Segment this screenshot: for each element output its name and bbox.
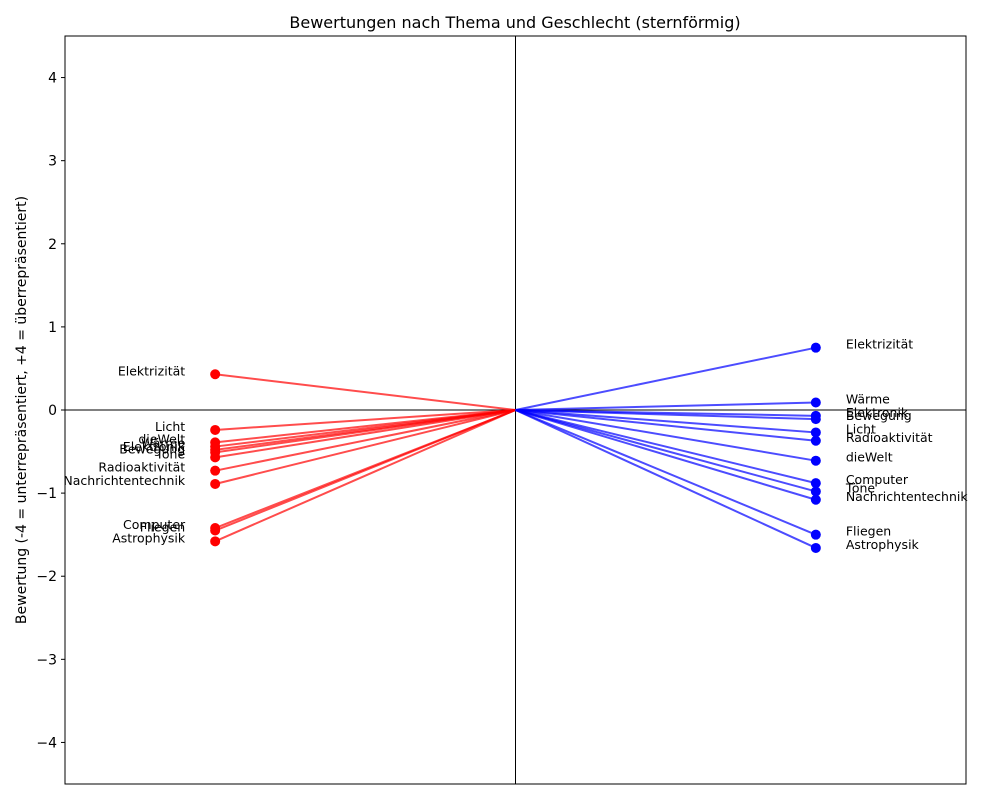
spoke-line [214,409,516,532]
point-label: Computer [123,517,186,532]
data-point [210,536,221,547]
point-label: Nachrichtentechnik [63,473,186,488]
point-label: Bewegung [846,408,912,423]
plot-frame [64,35,967,785]
y-tick-label: 2 [48,237,57,253]
point-label: Töne [155,446,186,461]
point-label: Astrophysik [846,537,920,552]
series-lines [214,373,516,543]
spoke-line [515,409,817,549]
point-label: Wärme [141,436,185,451]
series-lines [515,346,817,549]
point-label: dieWelt [138,431,185,446]
y-tick-label: 3 [48,154,57,170]
data-point [210,424,221,435]
data-point [210,465,221,476]
data-point [810,397,821,408]
data-point [810,414,821,425]
y-tick-label: −2 [36,569,57,585]
spoke-line [214,409,516,485]
point-label: Licht [155,419,185,434]
y-tick-label: 0 [48,403,57,419]
spoke-line [515,409,816,421]
data-point [210,478,221,489]
data-point [810,494,821,505]
series-labels: Elektrizität LichtdieWeltWärmeElektronikB… [63,363,186,545]
spoke-line [515,409,817,536]
data-point [810,435,821,446]
spoke-line [515,409,817,493]
data-point [810,478,821,489]
point-label: dieWelt [846,450,893,465]
spoke-line [214,409,516,472]
spoke-line [515,401,816,411]
point-label: Astrophysik [112,530,186,545]
spoke-line [214,409,516,543]
point-label: Licht [846,421,876,436]
point-label: Elektronik [123,439,186,454]
y-tick-label: −1 [36,486,57,502]
spoke-line [215,373,516,411]
point-label: Fliegen [846,524,891,539]
point-label: Elektrizität [846,337,913,352]
spoke-line [215,409,516,459]
data-point [810,542,821,553]
y-axis-ticks: −4 −3 −2 −1 0 1 2 3 4 [36,71,65,751]
spoke-line [515,409,816,434]
spoke-line [515,409,817,485]
data-point [210,452,221,463]
y-tick-label: 1 [48,320,57,336]
spoke-line [515,409,816,442]
data-point [810,427,821,438]
y-tick-label: −4 [36,735,57,751]
data-point [210,369,221,380]
series-layer: ElektrizitätLichtdieWeltWärmeElektronikB… [63,337,968,553]
series-labels: Elektrizität WärmeElektronikBewegungLicht… [845,337,969,552]
data-point [810,486,821,497]
series-markers [210,369,221,547]
y-tick-label: 4 [48,71,57,87]
point-label: Bewegung [119,441,185,456]
point-label: Elektrizität [118,363,185,378]
point-label: Fliegen [140,520,185,535]
point-label: Wärme [846,392,890,407]
y-tick-label: −3 [36,652,57,668]
point-label: Radioaktivität [846,430,933,445]
data-point [810,455,821,466]
spoke-line [515,409,816,462]
point-label: Radioaktivität [98,460,185,475]
series-group: Elektrizität LichtdieWeltWärmeElektronikB… [63,363,516,547]
data-point [810,342,821,353]
y-axis-label: Bewertung (-4 = unterrepräsentiert, +4 =… [14,196,30,624]
point-label: Töne [845,480,876,495]
spoke-line [515,346,817,411]
series-markers [810,342,821,553]
point-label: Computer [846,472,909,487]
chart-title: Bewertungen nach Thema und Geschlecht (s… [289,13,740,32]
data-point [810,529,821,540]
spoke-line [215,409,516,431]
data-point [210,525,221,536]
spoke-line [515,409,817,501]
point-label: Elektronik [846,405,909,420]
series-group: Elektrizität WärmeElektronikBewegungLicht… [515,337,969,553]
point-label: Nachrichtentechnik [846,489,969,504]
